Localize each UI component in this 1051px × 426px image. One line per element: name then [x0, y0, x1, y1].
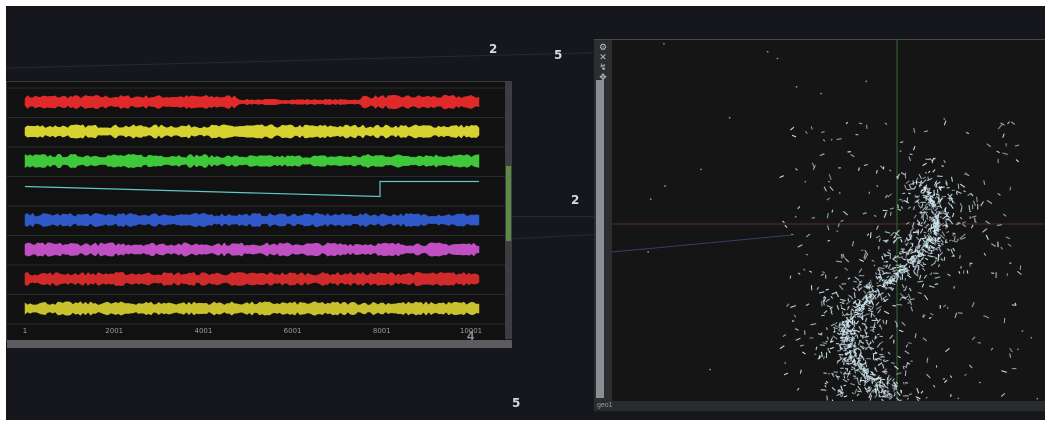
geo-stray-point — [943, 118, 946, 120]
chop-channel-waveform — [24, 94, 480, 110]
move-icon[interactable]: ✥ — [599, 72, 607, 82]
node-count-label: 2 — [571, 193, 580, 207]
geo-stray-point — [776, 57, 779, 60]
geo-viewer-footer: geo1 — [594, 401, 1045, 411]
network-wire — [506, 233, 606, 240]
gear-icon[interactable]: ⚙ — [598, 42, 608, 52]
chop-channel-waveform — [24, 124, 480, 139]
geo-viewer-side-strip — [596, 80, 604, 398]
geo-stray-point — [663, 42, 665, 45]
chop-x-tick-label: 4001 — [194, 327, 212, 335]
viewer-index-label: 4 — [467, 328, 475, 343]
node-count-label: 5 — [554, 48, 563, 62]
geo-stray-point — [1030, 336, 1033, 339]
geo-stray-point — [848, 338, 851, 341]
geo-stray-point — [700, 168, 703, 171]
chop-viewer-footer — [7, 340, 512, 348]
node-count-label: 5 — [512, 396, 521, 410]
network-canvas[interactable]: 2 5 2 5 1 2001 4001 6001 8001 10001 4 ⚙ ✕ ↯ ✥… — [6, 6, 1045, 420]
chop-x-tick-label: 10001 — [460, 327, 482, 335]
geo-stray-point — [927, 189, 929, 192]
network-wire — [486, 216, 606, 217]
geo-stray-point — [804, 180, 807, 183]
geo-stray-point — [838, 192, 841, 194]
x-icon[interactable]: ✕ — [599, 52, 607, 62]
geo-stray-point — [865, 80, 868, 83]
chop-channel-plot: 1 2001 4001 6001 8001 10001 — [7, 87, 507, 335]
chop-channel-waveform — [24, 153, 480, 169]
node-count-label: 2 — [489, 42, 498, 56]
geo-stray-point — [794, 215, 797, 218]
geo-viewer-toolbar: ⚙ ✕ ↯ ✥ — [594, 40, 612, 402]
geo-axis-z — [612, 234, 793, 253]
geo-stray-point — [664, 185, 666, 187]
geo-stray-point — [728, 116, 731, 119]
geo-stray-point — [1036, 397, 1039, 400]
chop-scrollbar-thumb[interactable] — [506, 166, 511, 241]
chop-viewer[interactable]: 1 2001 4001 6001 8001 10001 — [6, 81, 512, 348]
chop-channel-waveform — [24, 301, 480, 316]
chop-x-tick-label: 1 — [23, 327, 27, 335]
geo-viewer-footer-label: geo1 — [597, 402, 613, 409]
geo-stray-point — [649, 198, 652, 201]
geo-stray-point — [899, 150, 902, 153]
geo-stray-point — [1021, 330, 1024, 332]
chop-channel-waveform — [24, 271, 480, 287]
chop-channel-ramp — [24, 180, 479, 198]
geo-stray-point — [873, 264, 876, 267]
particle-cloud — [779, 120, 1022, 402]
chop-channel-waveform — [24, 242, 480, 257]
geo-stray-point — [820, 92, 823, 95]
chop-x-tick-label: 2001 — [105, 327, 123, 335]
pin-icon[interactable]: ↯ — [599, 62, 607, 72]
chop-channel-waveform — [24, 212, 480, 228]
chop-x-tick-label: 8001 — [373, 327, 391, 335]
chop-x-tick-label: 6001 — [284, 327, 302, 335]
particle-viewport[interactable] — [612, 40, 1045, 402]
geo-stray-point — [1017, 348, 1019, 351]
geo-stray-point — [647, 251, 650, 253]
geo-stray-point — [795, 85, 798, 88]
geo-viewer[interactable]: ⚙ ✕ ↯ ✥ — [594, 39, 1045, 402]
geo-stray-point — [766, 50, 769, 53]
geo-stray-point — [957, 397, 960, 400]
geo-stray-point — [709, 368, 711, 371]
chop-scrollbar[interactable] — [505, 81, 512, 339]
